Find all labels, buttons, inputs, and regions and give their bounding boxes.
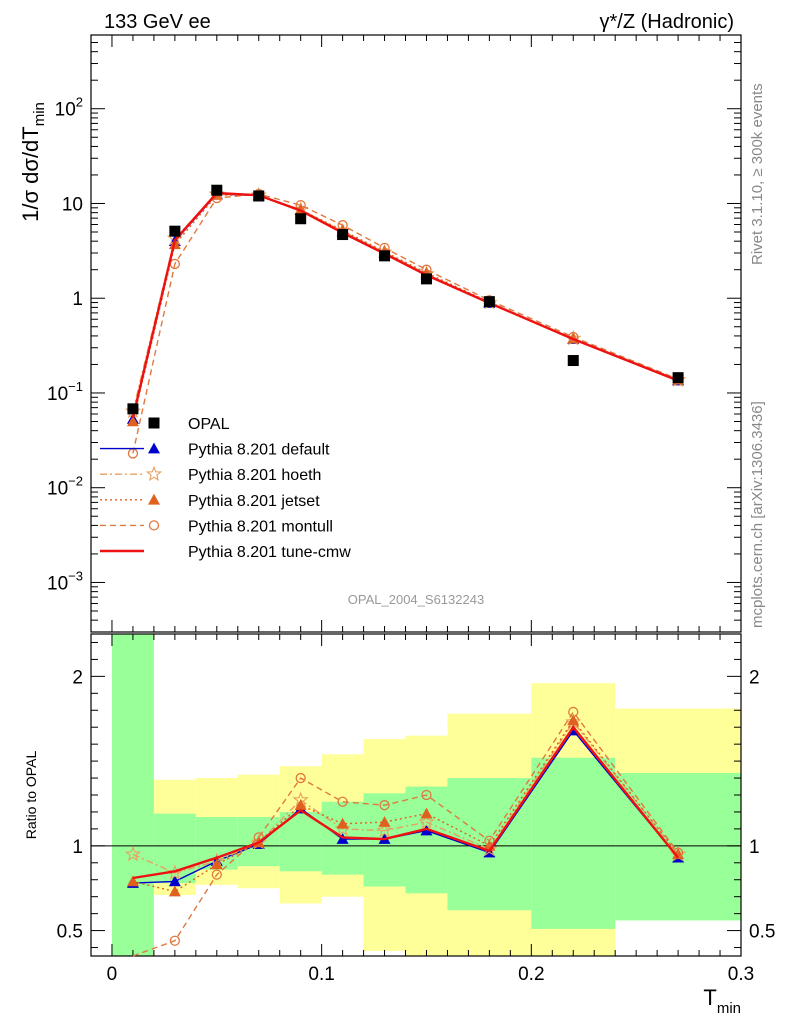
x-axis-label: Tmin	[703, 985, 741, 1017]
main-y-tick-label: 10	[62, 194, 83, 215]
series-point-data	[483, 296, 495, 308]
legend-label-data: OPAL	[188, 416, 230, 433]
rivet-side-label: Rivet 3.1.10, ≥ 300k events	[749, 83, 766, 265]
series-point-hoeth	[376, 822, 393, 838]
legend-marker-montull	[148, 520, 160, 531]
series-point-jetset	[126, 415, 139, 427]
series-point-data	[567, 355, 579, 367]
series-point-montull	[568, 706, 579, 718]
series-point-hoeth	[481, 840, 498, 857]
inner-band-bin	[111, 634, 154, 956]
inner-band-bin	[531, 757, 616, 929]
main-panel-frame: 10−3 10−2 10−1 1 10 102 1/σ dσ/dTmin	[18, 34, 742, 633]
legend-label-default: Pythia 8.201 default	[188, 442, 330, 459]
series-point-hoeth	[124, 845, 142, 862]
series-point-data	[420, 273, 432, 285]
series-point-hoeth	[334, 820, 351, 836]
legend-label-jetset: Pythia 8.201 jetset	[188, 493, 320, 510]
ratio-y-axis-label: Ratio to OPAL	[23, 751, 39, 840]
series-point-montull	[169, 935, 181, 946]
series-point-jetset	[420, 807, 433, 819]
x-tick-label: 0.1	[308, 964, 334, 985]
main-y-tick-label: 102	[55, 95, 83, 121]
main-y-tick-label: 1	[72, 289, 83, 310]
main-axes-box	[90, 34, 742, 633]
series-line-montull	[132, 193, 679, 454]
main-panel-series	[124, 184, 687, 459]
header-right-label: γ*/Z (Hadronic)	[600, 11, 734, 33]
legend-label-hoeth: Pythia 8.201 hoeth	[188, 467, 321, 484]
series-point-jetset	[336, 817, 349, 829]
series-point-jetset	[210, 858, 223, 870]
series-point-data	[211, 184, 223, 196]
mcplots-side-label: mcplots.cern.ch [arXiv:1306.3436]	[749, 401, 766, 628]
series-point-data	[337, 229, 349, 241]
series-point-jetset	[126, 875, 139, 887]
inner-band-bin	[405, 786, 448, 894]
ratio-y-tick-label: 0.5	[57, 922, 83, 943]
series-point-montull	[211, 869, 222, 880]
main-y-axis-label: 1/σ dσ/dTmin	[18, 102, 48, 222]
series-point-data	[253, 190, 265, 202]
series-point-data	[127, 403, 139, 415]
legend-marker-data	[148, 417, 160, 429]
series-point-montull	[484, 835, 495, 846]
ratio-y-tick-label-right: 0.5	[749, 922, 775, 943]
series-point-montull	[379, 800, 390, 811]
x-tick-label: 0.2	[518, 964, 544, 985]
ratio-panel-series	[124, 706, 687, 957]
ratio-y-tick-label-right: 1	[749, 837, 760, 858]
x-tick-label: 0.3	[728, 964, 754, 985]
series-line-tune_cmw	[132, 725, 680, 880]
ratio-y-tick-label: 2	[72, 667, 83, 688]
series-line-jetset	[132, 194, 679, 422]
ratio-y-tick-label: 1	[72, 837, 83, 858]
series-point-jetset	[168, 885, 181, 897]
legend-marker-jetset	[148, 493, 160, 505]
legend: OPAL Pythia 8.201 default Pythia 8.201 hoe…	[100, 416, 351, 561]
series-line-jetset	[132, 719, 679, 893]
series-point-data	[379, 250, 391, 262]
series-line-tune_cmw	[131, 191, 679, 418]
legend-label-tune_cmw: Pythia 8.201 tune-cmw	[188, 544, 351, 561]
series-point-data	[672, 372, 684, 384]
series-point-montull	[295, 772, 306, 784]
series-point-hoeth	[418, 813, 435, 830]
series-point-montull	[421, 789, 432, 801]
series-point-montull	[337, 796, 348, 807]
series-line-default	[132, 193, 679, 420]
series-point-jetset	[567, 714, 580, 726]
x-tick-label: 0	[107, 964, 118, 985]
main-y-tick-label: 10−2	[47, 474, 83, 500]
series-point-jetset	[378, 816, 391, 827]
legend-label-montull: Pythia 8.201 montull	[188, 518, 333, 535]
series-line-hoeth	[132, 193, 679, 412]
ratio-y-tick-label-right: 2	[749, 667, 760, 688]
main-y-tick-label: 10−3	[47, 568, 83, 594]
series-point-data	[295, 213, 307, 225]
header-left-label: 133 GeV ee	[104, 11, 211, 33]
main-y-tick-label: 10−1	[47, 379, 83, 405]
series-line-montull	[132, 710, 679, 957]
series-point-default	[168, 875, 181, 887]
series-line-hoeth	[132, 720, 679, 874]
legend-marker-default	[148, 442, 160, 454]
legend-marker-hoeth	[145, 465, 163, 482]
series-point-data	[169, 225, 181, 237]
series-point-jetset	[294, 799, 307, 810]
analysis-id-label: OPAL_2004_S6132243	[348, 592, 484, 607]
